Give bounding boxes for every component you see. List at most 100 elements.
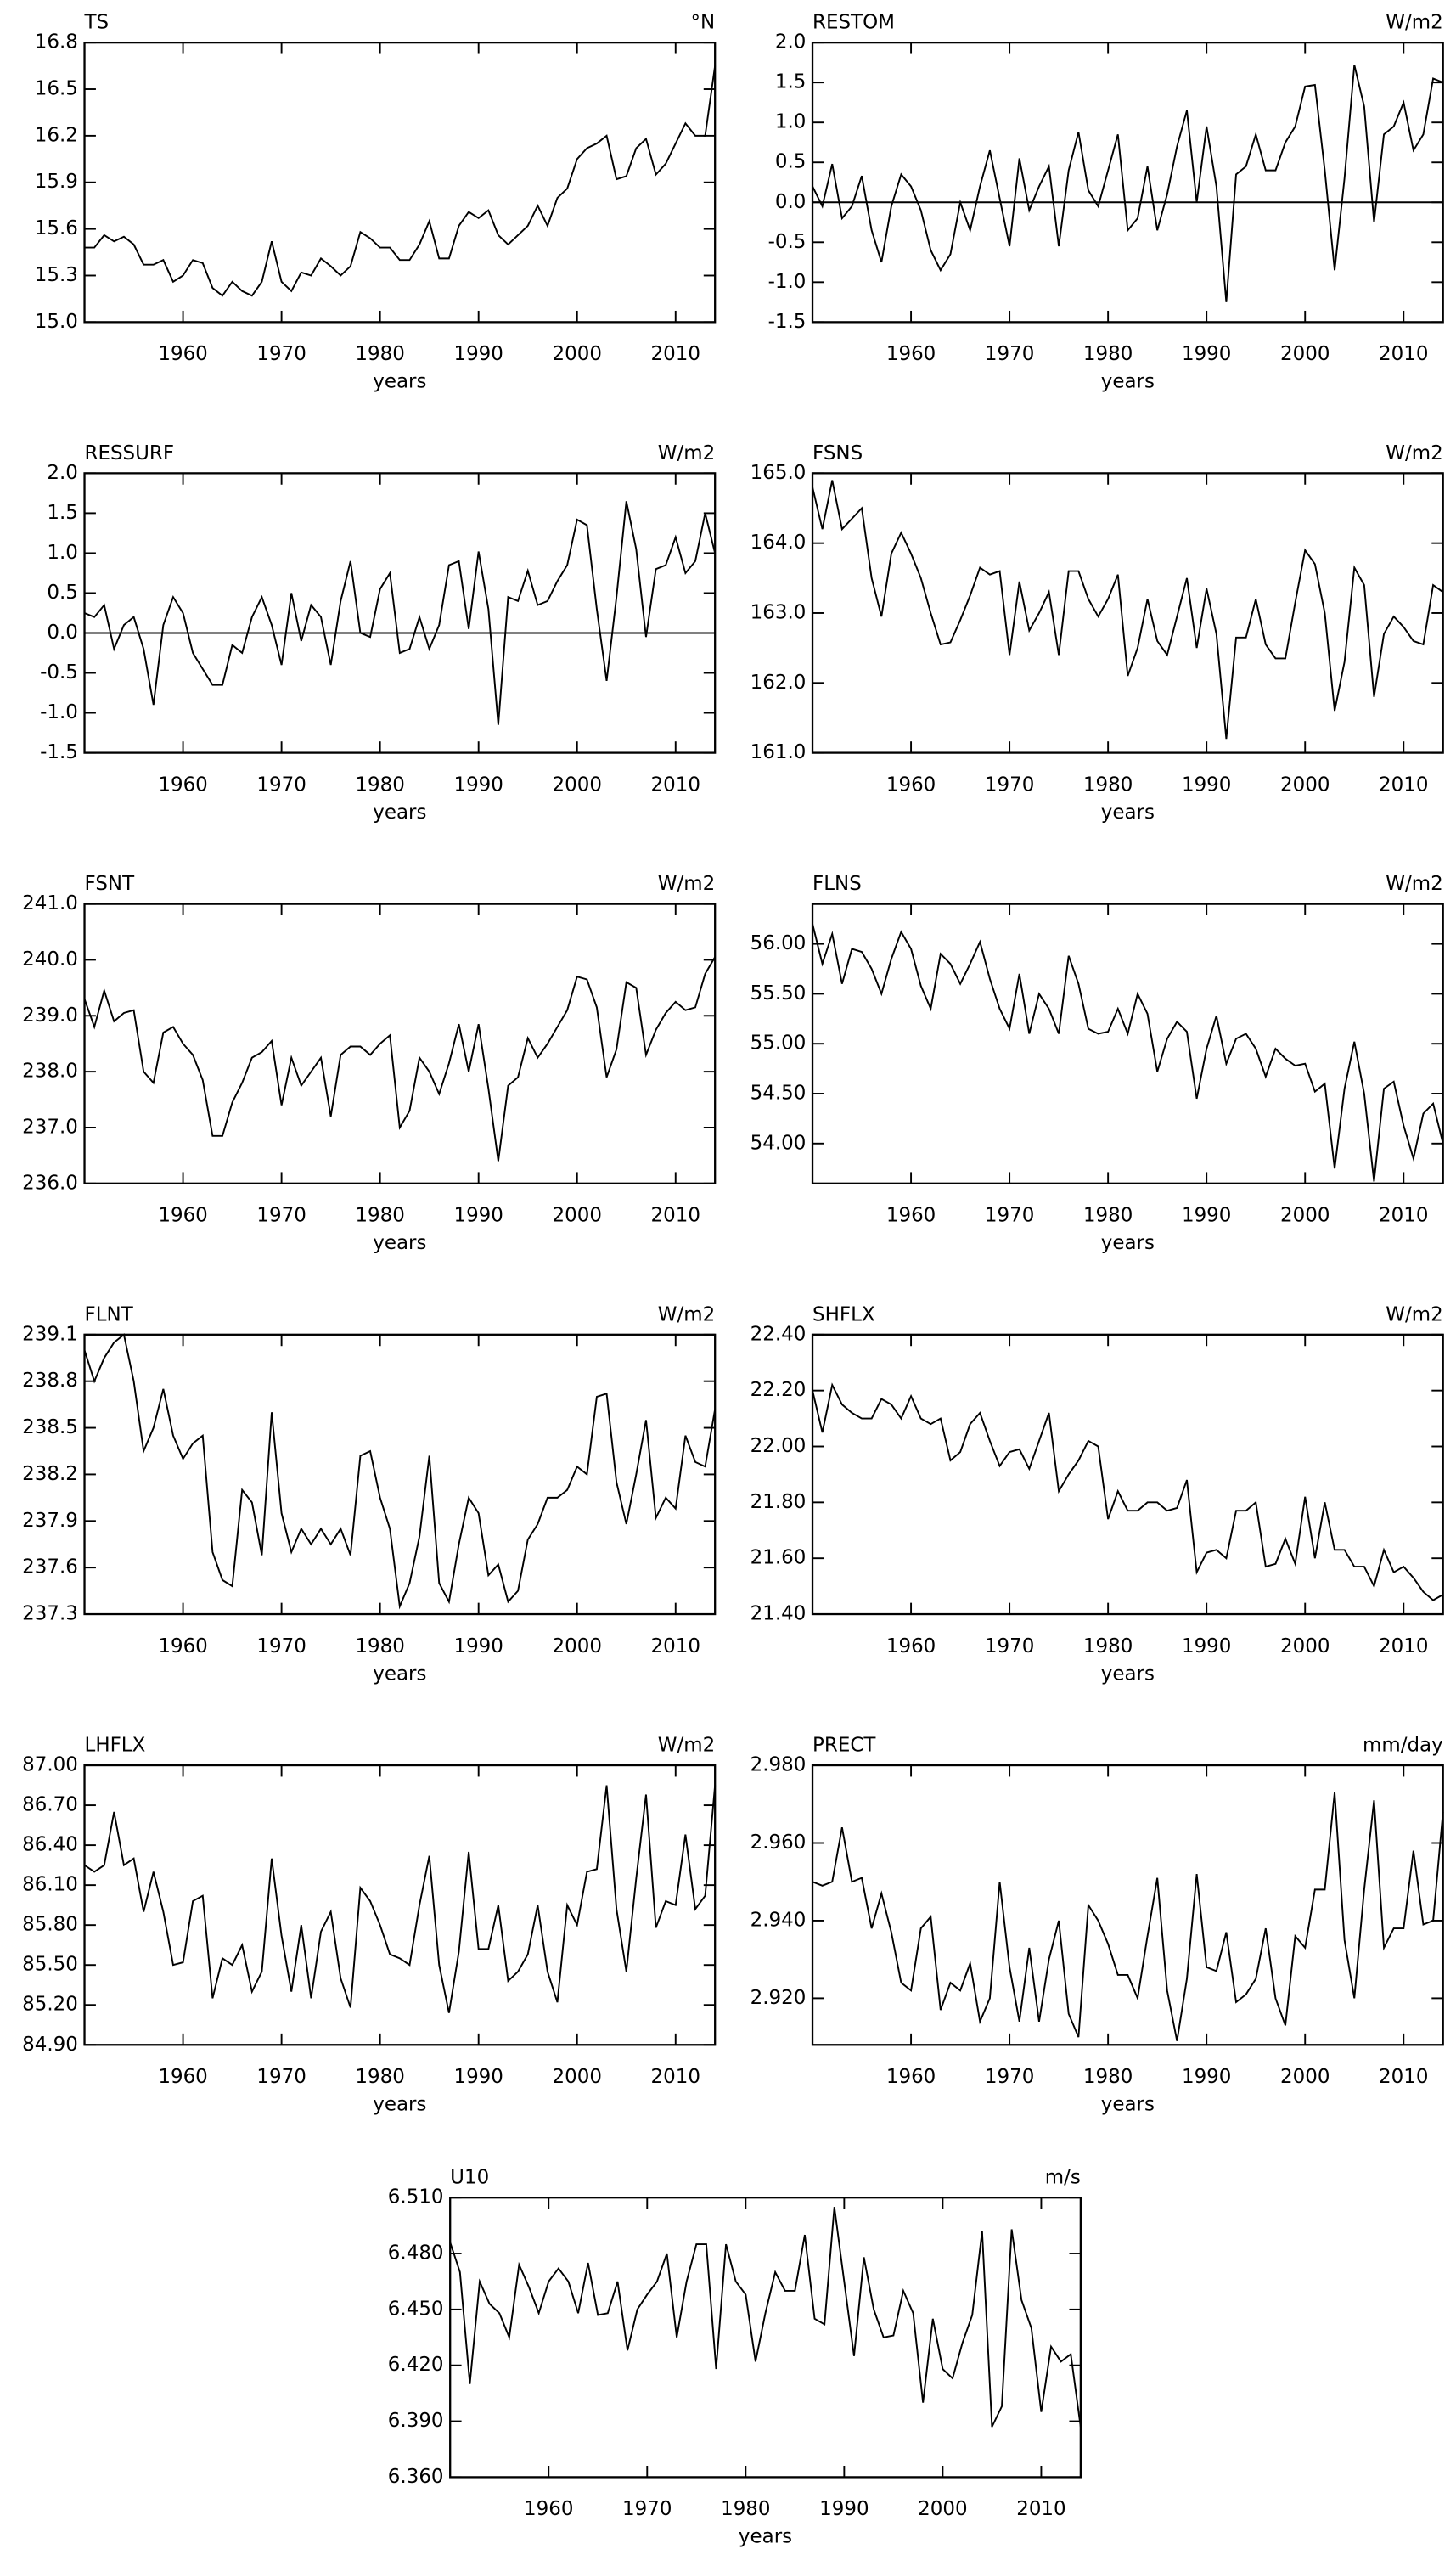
y-tick-label: 1.0 (775, 111, 807, 133)
y-tick-label: 237.9 (22, 1510, 78, 1532)
x-tick-label: 1960 (158, 2066, 207, 2088)
y-tick-label: 2.0 (775, 31, 807, 53)
y-tick-label: 15.0 (35, 311, 78, 333)
y-tick-label: 163.0 (750, 601, 807, 623)
y-tick-label: 22.20 (750, 1379, 807, 1401)
data-line (812, 1382, 1444, 1601)
x-tick-label: 1990 (1182, 1205, 1231, 1227)
data-line (449, 2207, 1082, 2428)
panel-title: FLNT (85, 1303, 134, 1325)
x-tick-label: 2010 (651, 343, 700, 365)
x-tick-label: 1960 (886, 1635, 936, 1657)
x-tick-label: 2010 (1379, 1205, 1428, 1227)
y-tick-label: 6.510 (388, 2186, 444, 2209)
y-tick-label: 238.8 (22, 1370, 78, 1392)
x-tick-label: 1980 (1083, 2066, 1133, 2088)
x-tick-label: 1990 (819, 2498, 869, 2520)
x-tick-label: 1960 (158, 1205, 207, 1227)
x-tick-label: 2010 (651, 2066, 700, 2088)
data-line (83, 1785, 717, 2013)
y-tick-label: 56.00 (750, 932, 807, 954)
panel-title: FSNT (85, 873, 136, 895)
data-line (812, 65, 1444, 302)
x-axis-label: years (1101, 371, 1155, 393)
y-tick-label: 16.8 (35, 31, 78, 53)
y-tick-label: 16.5 (35, 78, 78, 100)
y-tick-label: 6.480 (388, 2242, 444, 2265)
y-tick-label: 237.6 (22, 1556, 78, 1578)
x-tick-label: 1970 (256, 1205, 306, 1227)
plot-frame (83, 472, 717, 754)
y-tick-label: 86.10 (22, 1874, 78, 1896)
plot-frame (811, 903, 1444, 1184)
x-axis-label: years (739, 2526, 792, 2548)
panel-title: FLNS (812, 873, 862, 895)
x-tick-label: 1990 (453, 2066, 503, 2088)
x-tick-label: 2000 (1280, 2066, 1330, 2088)
x-axis-label: years (373, 2094, 426, 2116)
x-axis-label: years (1101, 1663, 1155, 1685)
x-tick-label: 1960 (886, 343, 936, 365)
x-axis-label: years (373, 1232, 426, 1254)
y-tick-label: 15.6 (35, 217, 78, 239)
panel-title: PRECT (812, 1735, 876, 1757)
x-tick-label: 1980 (355, 343, 404, 365)
x-tick-label: 2000 (553, 1635, 602, 1657)
y-tick-label: 87.00 (22, 1754, 78, 1776)
x-tick-label: 2010 (1379, 343, 1428, 365)
x-tick-label: 2010 (651, 1635, 700, 1657)
y-tick-label: 236.0 (22, 1172, 78, 1194)
y-tick-label: 2.960 (750, 1832, 807, 1854)
x-tick-label: 1960 (886, 774, 936, 796)
panel-title: LHFLX (85, 1735, 146, 1757)
y-tick-label: 0.0 (47, 622, 78, 644)
plot-frame (811, 1764, 1444, 2046)
y-tick-label: 2.940 (750, 1909, 807, 1931)
plot-frame (449, 2197, 1082, 2479)
x-tick-label: 1990 (1182, 1635, 1231, 1657)
y-tick-label: 6.390 (388, 2410, 444, 2432)
y-tick-label: 54.50 (750, 1082, 807, 1104)
y-tick-label: 241.0 (22, 892, 78, 914)
x-tick-label: 1970 (256, 774, 306, 796)
y-tick-label: 6.360 (388, 2466, 444, 2488)
x-tick-label: 1970 (985, 1635, 1034, 1657)
y-tick-label: 55.50 (750, 982, 807, 1004)
y-tick-label: 16.2 (35, 124, 78, 146)
y-tick-label: 22.40 (750, 1323, 807, 1345)
x-tick-label: 1990 (1182, 343, 1231, 365)
x-tick-label: 2000 (553, 1205, 602, 1227)
data-line (83, 1333, 717, 1610)
y-tick-label: 84.90 (22, 2034, 78, 2056)
unit-label: W/m2 (658, 1735, 715, 1757)
x-tick-label: 2010 (651, 774, 700, 796)
x-tick-label: 1960 (158, 774, 207, 796)
y-tick-label: 0.5 (47, 582, 78, 604)
x-tick-label: 2010 (1379, 1635, 1428, 1657)
x-tick-label: 1980 (1083, 1635, 1133, 1657)
panel-title: SHFLX (812, 1303, 875, 1325)
unit-label: m/s (1045, 2167, 1081, 2189)
y-tick-label: 21.80 (750, 1491, 807, 1513)
x-tick-label: 2000 (553, 343, 602, 365)
y-tick-label: 239.0 (22, 1004, 78, 1027)
plot-frame (83, 1764, 717, 2046)
x-tick-label: 1970 (256, 1635, 306, 1657)
y-tick-label: 2.980 (750, 1754, 807, 1776)
x-tick-label: 1970 (985, 2066, 1034, 2088)
y-tick-label: 15.3 (35, 264, 78, 286)
x-axis-label: years (1101, 1232, 1155, 1254)
y-tick-label: -1.0 (768, 271, 807, 293)
x-tick-label: 2000 (553, 774, 602, 796)
y-tick-label: 239.1 (22, 1323, 78, 1345)
x-axis-label: years (373, 802, 426, 824)
plot-frame (83, 1333, 717, 1616)
y-tick-label: 55.00 (750, 1033, 807, 1055)
unit-label: W/m2 (1386, 12, 1442, 34)
x-tick-label: 2010 (1016, 2498, 1065, 2520)
x-tick-label: 1960 (158, 343, 207, 365)
x-tick-label: 1990 (453, 1635, 503, 1657)
data-line (812, 923, 1444, 1182)
x-tick-label: 1970 (985, 343, 1034, 365)
y-tick-label: 22.00 (750, 1435, 807, 1457)
